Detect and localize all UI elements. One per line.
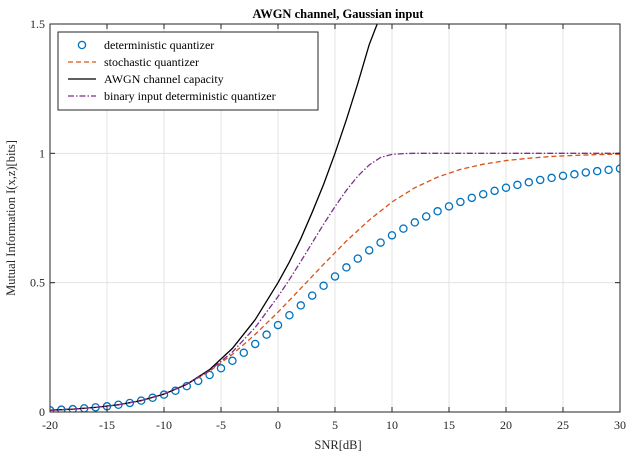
legend-entry-label: binary input deterministic quantizer [104,89,276,103]
data-point [592,166,602,176]
x-axis-label: SNR[dB] [314,438,361,452]
x-tick-label: 10 [386,418,398,432]
data-point [604,165,613,175]
data-point [524,178,534,187]
x-tick-label: 30 [614,418,626,432]
data-point [330,272,340,281]
data-point [376,238,385,247]
x-tick-label: -20 [42,418,58,432]
data-point [285,311,294,320]
data-point [513,180,522,190]
y-axis-label: Mutual Information I(x,z)[bits] [4,140,18,296]
series-line-1 [50,153,620,411]
x-tick-label: -5 [216,418,226,432]
data-point [570,170,579,179]
data-point [250,339,260,349]
data-point [216,364,226,373]
data-point [615,164,620,173]
x-tick-label: -10 [156,418,172,432]
y-tick-label: 1.5 [30,17,45,31]
legend: deterministic quantizer stochastic quanti… [57,31,319,111]
data-point [307,291,317,300]
x-tick-label: 20 [500,418,512,432]
data-point [353,254,363,263]
data-point [410,218,420,227]
x-tick-label: 0 [275,418,281,432]
x-tick-label: 5 [332,418,338,432]
data-point [399,224,408,233]
data-point [490,186,499,196]
data-point [296,301,306,310]
data-point [444,202,454,211]
data-point [547,173,556,183]
x-tick-label: 15 [443,418,455,432]
legend-entry-label: stochastic quantizer [104,55,199,69]
data-point [319,281,328,291]
data-point [456,197,465,207]
x-tick-label: 25 [557,418,569,432]
data-point [535,175,545,185]
legend-box [57,31,319,111]
y-tick-label: 0 [39,405,45,419]
legend-entry-label: AWGN channel capacity [104,72,224,86]
data-point [387,231,397,240]
data-point [205,370,214,380]
data-point [364,246,374,255]
legend-marker [77,40,87,50]
legend-entry-label: deterministic quantizer [104,38,214,52]
data-point [342,263,351,272]
data-point [501,183,511,192]
data-point [467,193,477,203]
data-point [421,212,431,221]
data-point [558,171,568,181]
data-point [478,189,488,199]
data-point [239,348,249,358]
chart-title: AWGN channel, Gaussian input [253,7,425,21]
data-point [262,330,271,339]
series-layer [50,24,620,412]
tick-layer: -20 -15 -10 -5 0 5 10 15 20 25 30 0 0.5 1 1.5 [30,17,626,432]
y-tick-label: 1 [39,146,45,160]
y-tick-label: 0.5 [30,276,45,290]
x-tick-label: -15 [99,418,115,432]
data-point [581,168,591,177]
data-point [273,320,283,330]
series-line-3 [50,152,620,411]
data-point [228,356,237,366]
data-point [433,207,442,216]
